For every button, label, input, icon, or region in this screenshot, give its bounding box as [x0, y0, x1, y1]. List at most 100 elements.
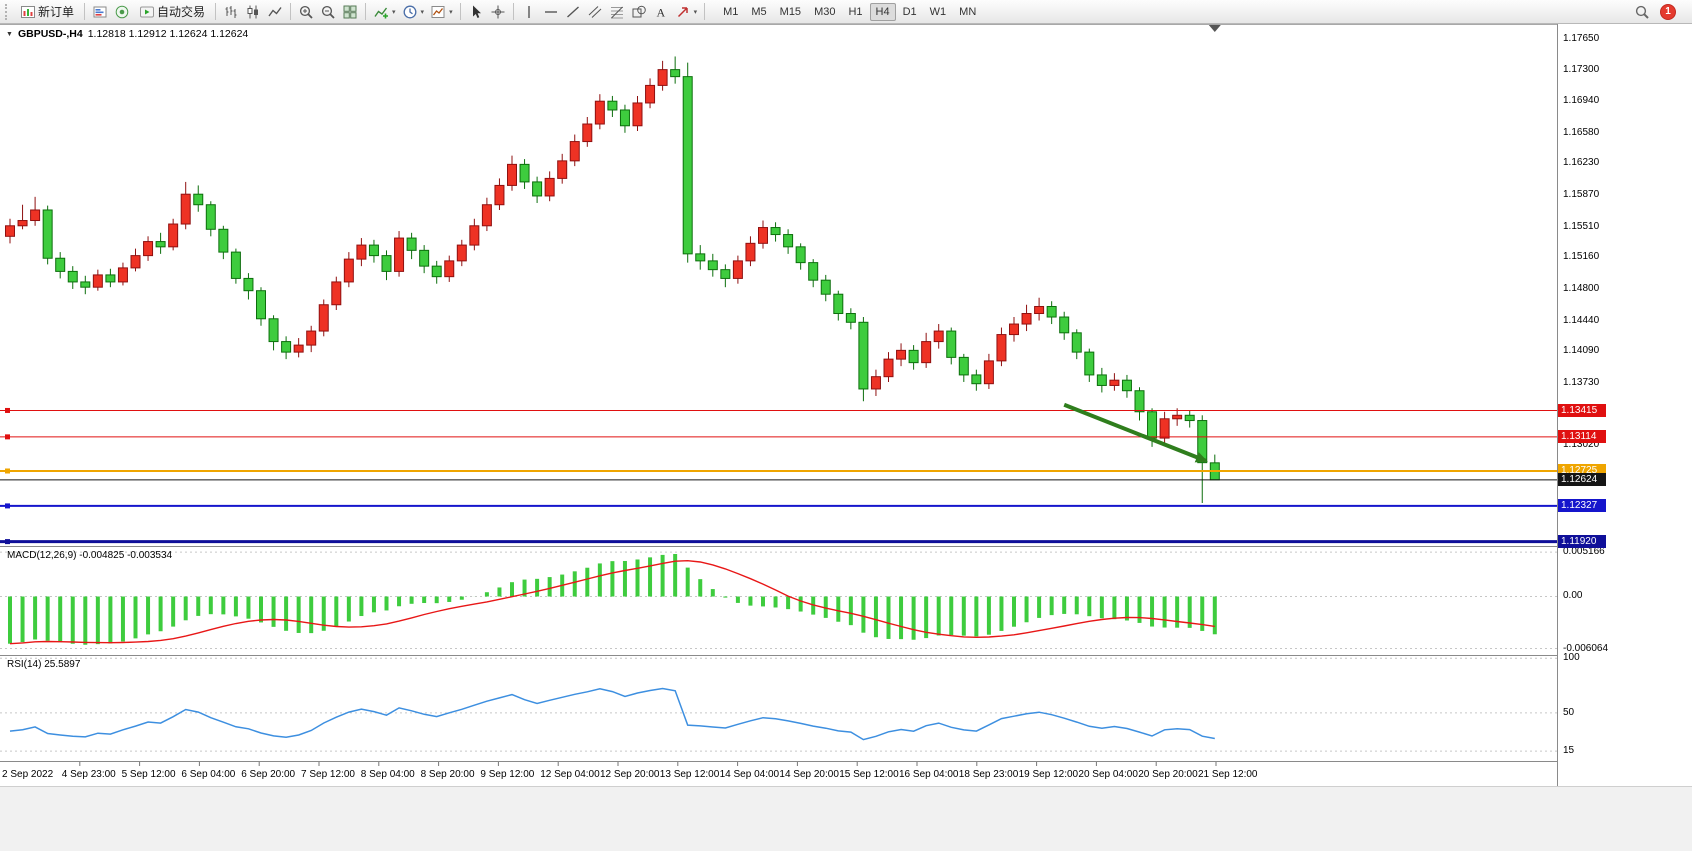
line-anchor-handle[interactable]: [5, 503, 10, 509]
marketplace-button[interactable]: [111, 2, 133, 22]
svg-text:A: A: [656, 5, 665, 19]
dropdown-arrow-icon[interactable]: ▾: [693, 8, 698, 16]
rsi-line: [9, 687, 1215, 741]
trendline-button[interactable]: [562, 2, 584, 22]
time-label: 2 Sep 2022: [2, 769, 54, 780]
hline-icon: [543, 4, 559, 20]
bar-chart-mode-button[interactable]: [220, 2, 242, 22]
new-order-icon: [20, 4, 36, 20]
line-anchor-handle[interactable]: [5, 434, 10, 440]
timeframe-m30-button[interactable]: M30: [814, 5, 836, 18]
line-chart-mode-button[interactable]: [264, 2, 286, 22]
time-label: 12 Sep 04:00: [540, 769, 600, 780]
dropdown-arrow-icon[interactable]: ▾: [449, 8, 453, 16]
price-tick-label: 1.14090: [1563, 345, 1600, 357]
rsi-plot: [9, 687, 1215, 741]
chart-shift-marker[interactable]: [1208, 25, 1221, 32]
text-button[interactable]: A: [650, 2, 672, 22]
time-label: 14 Sep 20:00: [779, 769, 839, 780]
crosshair-button[interactable]: [487, 2, 509, 22]
vertical-line-button[interactable]: [518, 2, 540, 22]
templates-icon: [430, 4, 446, 20]
time-label: 8 Sep 04:00: [361, 769, 415, 780]
price-tick-label: 1.15510: [1563, 220, 1600, 232]
timeframe-mn-button[interactable]: MN: [959, 5, 977, 18]
line-anchor-handle[interactable]: [5, 407, 10, 413]
zoom-out-button[interactable]: [317, 2, 339, 22]
chart-region: 2 Sep 2022 4 Sep 23:00 5 Sep 12:00 6 Sep 04…: [0, 24, 1692, 786]
timeframe-m1-button[interactable]: M1: [723, 5, 739, 18]
timeframe-m5-button[interactable]: M5: [751, 5, 767, 18]
new-order-button[interactable]: 新订单: [14, 2, 80, 22]
fibo-icon: [609, 4, 625, 20]
toolbar-separator: [459, 3, 461, 20]
rsi-tick-label: 15: [1563, 745, 1575, 757]
chart-menu-arrow-icon[interactable]: ▼: [6, 30, 13, 38]
price-tick-label: 1.14440: [1563, 314, 1600, 326]
bar-chart-icon: [223, 4, 239, 20]
time-label: 13 Sep 12:00: [660, 769, 720, 780]
vline-icon: [521, 4, 537, 20]
time-label: 9 Sep 12:00: [480, 769, 534, 780]
line-chart-icon: [267, 4, 283, 20]
candle-chart-icon: [245, 4, 261, 20]
macd-plot: [8, 554, 1217, 645]
indicators-button[interactable]: ▾: [370, 2, 399, 22]
price-scale[interactable]: 1.17650 1.17300 1.16940 1.16580 1.16230 1.158…: [1557, 24, 1692, 786]
candle-chart-mode-button[interactable]: [242, 2, 264, 22]
dropdown-arrow-icon[interactable]: ▾: [392, 8, 396, 16]
time-label: 12 Sep 20:00: [600, 769, 660, 780]
chart-title: ▼ GBPUSD-,H4 1.12818 1.12912 1.12624 1.1…: [6, 28, 248, 40]
templates-button[interactable]: ▾: [427, 2, 456, 22]
shapes-button[interactable]: [628, 2, 650, 22]
time-label: 6 Sep 04:00: [181, 769, 235, 780]
time-label: 8 Sep 20:00: [421, 769, 475, 780]
line-anchor-handle[interactable]: [5, 539, 10, 545]
arrows-icon: [675, 4, 691, 20]
toolbar-separator: [512, 3, 514, 20]
crosshair-icon: [490, 4, 506, 20]
timeframe-d1-button[interactable]: D1: [902, 5, 917, 18]
dropdown-arrow-icon[interactable]: ▾: [420, 8, 425, 16]
time-label: 21 Sep 12:00: [1198, 769, 1258, 780]
tile-windows-button[interactable]: [339, 2, 361, 22]
price-tick-label: 1.17650: [1563, 32, 1600, 44]
level-price-badge: 1.13114: [1558, 430, 1606, 444]
horizontal-level-lines[interactable]: [0, 407, 1557, 545]
trend-arrow[interactable]: [1063, 402, 1208, 463]
zoom-out-icon: [320, 4, 336, 20]
text-icon: A: [653, 4, 669, 20]
line-anchor-handle[interactable]: [5, 468, 10, 474]
toolbar-separator: [365, 3, 367, 20]
chart-canvas[interactable]: 2 Sep 2022 4 Sep 23:00 5 Sep 12:00 6 Sep 04…: [0, 24, 1557, 786]
toolbar-grip[interactable]: [5, 3, 10, 20]
arrows-button[interactable]: ▾: [672, 2, 701, 22]
timeframe-h1-button[interactable]: H1: [848, 5, 863, 18]
auto-trading-button[interactable]: 自动交易: [133, 2, 211, 22]
notification-badge[interactable]: 1: [1660, 3, 1676, 20]
macd-signal-line: [9, 559, 1215, 645]
periods-button[interactable]: ▾: [399, 2, 428, 22]
zoom-in-button[interactable]: [295, 2, 317, 22]
timeframe-h4-button[interactable]: H4: [869, 2, 896, 21]
search-icon[interactable]: [1634, 4, 1650, 20]
auto-trading-label: 自动交易: [157, 5, 206, 19]
price-tick-label: 1.14800: [1563, 282, 1600, 294]
horizontal-line-button[interactable]: [540, 2, 562, 22]
level-price-badge: 1.12327: [1558, 499, 1606, 513]
fibonacci-retracement-button[interactable]: [606, 2, 628, 22]
time-label: 20 Sep 20:00: [1138, 769, 1198, 780]
timeframe-w1-button[interactable]: W1: [929, 5, 947, 18]
market-depth-button[interactable]: [89, 2, 111, 22]
equidistant-channel-button[interactable]: [584, 2, 606, 22]
toolbar-separator: [215, 3, 217, 20]
toolbar-separator: [704, 3, 706, 20]
annotations[interactable]: [1063, 402, 1208, 463]
bottom-workspace-strip: [0, 786, 1692, 851]
price-tick-label: 1.16230: [1563, 157, 1600, 169]
rsi-tick-label: 50: [1563, 706, 1575, 718]
cursor-button[interactable]: [465, 2, 487, 22]
price-tick-label: 1.16940: [1563, 95, 1600, 107]
timeframe-m15-button[interactable]: M15: [779, 5, 802, 18]
